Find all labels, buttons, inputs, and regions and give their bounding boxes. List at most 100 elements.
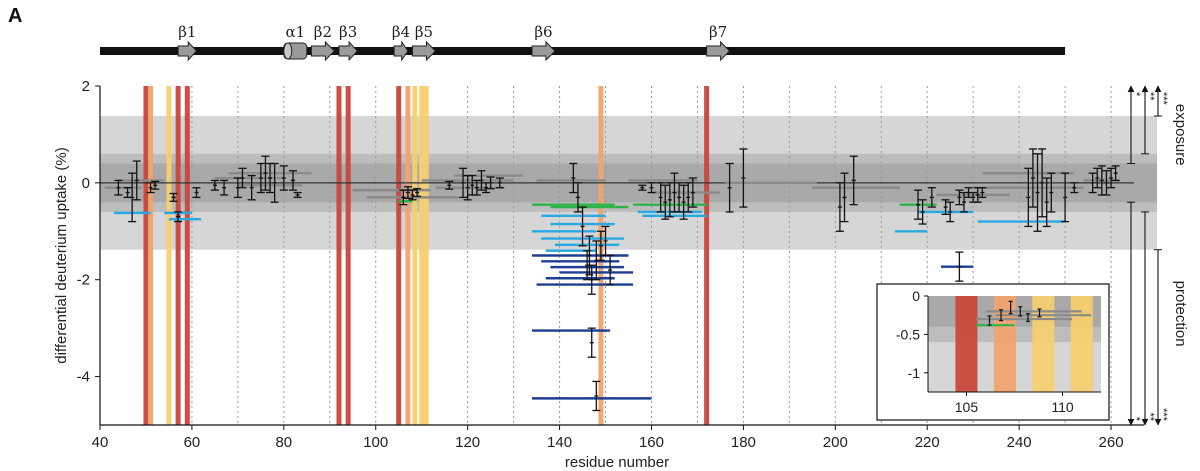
strand-β5: β5 — [412, 23, 437, 62]
x-tick-label: 140 — [547, 434, 572, 451]
error-bar — [128, 172, 137, 223]
axes-layer: 40 60 80 100 120 140 160 180 200 220 240 260 2 0 -2 -4 r… — [53, 78, 1145, 471]
highlight-line — [345, 86, 351, 425]
inset-highlight-column — [955, 296, 978, 392]
error-bar — [114, 179, 123, 196]
error-bar — [638, 184, 647, 191]
error-bar — [146, 182, 155, 194]
error-bar — [978, 187, 987, 199]
strand-arrow — [412, 40, 437, 62]
strand-β6: β6 — [531, 23, 556, 62]
x-tick-label: 200 — [823, 434, 848, 451]
error-bar — [1107, 167, 1116, 189]
error-bar — [270, 162, 279, 203]
error-bar — [293, 191, 302, 199]
panel-label: A — [8, 5, 22, 27]
error-bar — [279, 165, 288, 191]
error-bar — [192, 187, 201, 199]
strand-label: β6 — [534, 23, 552, 41]
strand-arrow — [310, 40, 336, 62]
error-bar — [445, 180, 454, 190]
inset-error-bar — [987, 315, 992, 326]
y-tick-label: -4 — [77, 369, 90, 386]
error-bar — [210, 179, 219, 191]
error-bar — [1042, 177, 1051, 228]
error-bar — [656, 182, 665, 213]
inset-highlight-column — [1070, 296, 1093, 392]
highlight-line — [148, 86, 154, 425]
inset-x-tick-label: 105 — [955, 399, 979, 415]
protection-significance-marker: *** — [1157, 408, 1169, 422]
error-bar — [169, 192, 178, 202]
strand-β4: β4 — [392, 23, 410, 62]
error-bar — [1093, 167, 1102, 189]
error-bar — [174, 211, 183, 223]
highlight-line — [175, 86, 181, 425]
error-bar — [647, 182, 656, 194]
error-bar — [1047, 172, 1056, 213]
inset-error-bar — [1037, 308, 1042, 318]
error-bar — [1038, 148, 1047, 218]
protection-significance-marker: * — [1130, 417, 1142, 422]
error-bar — [606, 254, 615, 286]
helix-label: α1 — [285, 23, 305, 41]
sequence-bar — [100, 47, 1066, 55]
strand-label: β4 — [392, 23, 410, 41]
error-bar — [573, 182, 582, 213]
strand-arrow — [706, 40, 731, 62]
strand-label: β5 — [415, 23, 433, 41]
error-bar — [123, 187, 132, 199]
y-tick-label: 2 — [82, 78, 90, 95]
error-bar — [1070, 182, 1079, 194]
strand-label: β1 — [178, 23, 196, 41]
highlight-line — [412, 86, 418, 425]
y-tick-label: -2 — [77, 272, 90, 289]
error-bar — [1088, 172, 1097, 194]
error-bar — [739, 148, 748, 208]
error-bar — [840, 172, 849, 223]
highlight-line — [336, 86, 342, 425]
error-bar — [495, 177, 504, 189]
inset-error-bar — [1008, 300, 1013, 315]
error-bar — [661, 184, 670, 220]
error-bar — [1102, 170, 1111, 196]
x-tick-label: 180 — [731, 434, 756, 451]
error-bar — [835, 182, 844, 232]
x-tick-label: 260 — [1099, 434, 1124, 451]
error-bar — [688, 177, 697, 208]
error-bar — [256, 162, 265, 194]
error-bar — [596, 230, 605, 261]
helix-alpha1: α1 — [283, 23, 308, 60]
error-bar — [1024, 167, 1033, 228]
x-tick-label: 160 — [639, 434, 664, 451]
x-tick-label: 120 — [455, 434, 480, 451]
x-tick-label: 40 — [92, 434, 109, 451]
error-bar — [578, 206, 587, 247]
strand-label: β2 — [314, 23, 332, 41]
error-bar — [477, 170, 486, 191]
error-bar — [151, 180, 160, 190]
error-bar — [587, 327, 596, 358]
inset-chart: 0 -0.5 -1 105 110 — [876, 283, 1110, 421]
strand-label: β7 — [709, 23, 727, 41]
strand-arrow — [338, 40, 359, 62]
highlight-line — [405, 86, 411, 425]
error-bar — [946, 201, 955, 223]
x-tick-label: 60 — [184, 434, 201, 451]
helix-end — [283, 42, 293, 60]
error-bar — [403, 186, 412, 200]
error-bar — [569, 162, 578, 194]
error-bar — [941, 199, 950, 215]
highlight-line — [143, 86, 149, 425]
strand-label: β3 — [339, 23, 357, 41]
error-bar — [955, 251, 964, 282]
error-bar — [665, 182, 674, 218]
strand-β1: β1 — [177, 23, 198, 62]
error-bar — [399, 189, 408, 206]
error-bar — [725, 162, 734, 213]
strand-β7: β7 — [706, 23, 731, 62]
error-bar — [675, 182, 684, 213]
error-bar — [1028, 148, 1037, 208]
error-bar — [684, 182, 693, 213]
